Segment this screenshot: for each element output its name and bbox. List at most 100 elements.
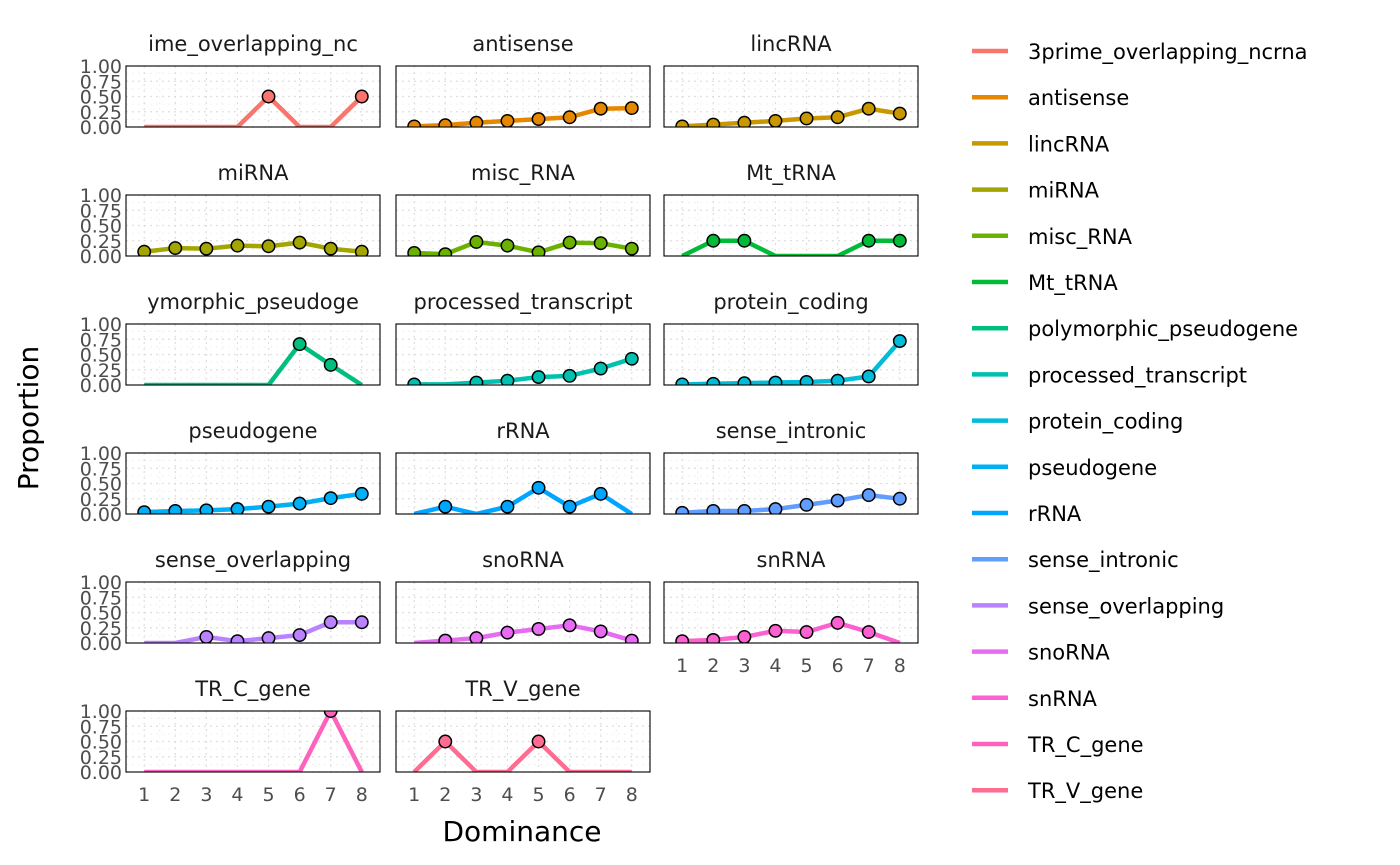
x-tick-label: 2 (439, 784, 451, 806)
y-tick-label: 0.25 (80, 489, 122, 511)
data-point (799, 111, 814, 126)
x-tick-label: 1 (138, 784, 150, 806)
x-tick-label: 5 (262, 784, 274, 806)
data-point (292, 337, 307, 352)
panel-title: rRNA (496, 419, 550, 443)
data-point (830, 493, 845, 508)
y-tick-label: 0.25 (80, 360, 122, 382)
data-point (892, 334, 907, 349)
data-point (500, 113, 515, 127)
panel-rRNA: rRNA (395, 419, 651, 515)
data-point (438, 118, 453, 127)
data-point (624, 101, 639, 116)
series-line-TR_C_gene (144, 711, 364, 772)
data-point (830, 373, 845, 385)
panel-border (125, 65, 381, 128)
panel-border (663, 452, 919, 515)
y-tick-label: 0.00 (80, 117, 122, 139)
y-tick-label: 0.50 (80, 87, 122, 109)
panel-title: processed_transcript (413, 290, 632, 315)
x-axes: 1 2 3 4 5 6 7 8 1 2 3 4 5 6 7 81 2 3 4 5 6 7 8 (138, 655, 906, 806)
panel-title: Mt_tRNA (746, 161, 836, 186)
data-point (500, 625, 515, 640)
data-point (261, 239, 276, 254)
panel-title: lincRNA (750, 32, 832, 56)
panel-title: snRNA (757, 548, 827, 572)
series-line-3prime_overlapping_ncrna (144, 94, 364, 127)
data-point (469, 631, 484, 643)
legend-item-processed_transcript: processed_transcript (972, 363, 1247, 388)
data-point (830, 110, 845, 125)
data-point (323, 615, 338, 630)
panel-title: ime_overlapping_nc (148, 32, 358, 57)
panel-border (395, 452, 651, 515)
legend-label: TR_V_gene (1027, 779, 1143, 804)
panel-title: miRNA (218, 161, 290, 185)
panel-border (395, 710, 651, 773)
data-point (624, 241, 639, 256)
x-axis-title: Dominance (442, 815, 601, 848)
data-point (737, 115, 752, 127)
data-point (861, 233, 876, 248)
gridlines (664, 323, 918, 386)
legend-label: sense_overlapping (1028, 594, 1224, 619)
data-point (199, 629, 214, 643)
panel-3prime_overlapping_ncrna: ime_overlapping_nc 0.000.250.500.751.00 (80, 32, 381, 139)
data-point (323, 357, 338, 372)
data-point (168, 504, 183, 514)
panel-title: sense_overlapping (155, 548, 351, 573)
y-tick-label: 1.00 (80, 443, 122, 465)
gridlines (396, 452, 650, 515)
data-point (706, 504, 721, 514)
panel-sense_intronic: sense_intronic (663, 419, 919, 515)
panel-title: misc_RNA (471, 161, 576, 186)
panel-border (663, 581, 919, 644)
data-point (354, 89, 369, 104)
gridlines (126, 710, 380, 773)
data-point (354, 615, 369, 630)
legend-item-TR_V_gene: TR_V_gene (972, 779, 1143, 804)
y-tick-label: 1.00 (80, 314, 122, 336)
panel-antisense: antisense (395, 32, 651, 128)
data-point (230, 502, 245, 514)
panel-TR_V_gene: TR_V_gene (395, 677, 651, 773)
legend-item-polymorphic_pseudogene: polymorphic_pseudogene (972, 317, 1298, 342)
legend-label: 3prime_overlapping_ncrna (1028, 40, 1308, 65)
x-tick-label: 4 (231, 784, 243, 806)
y-tick-label: 1.00 (80, 572, 122, 594)
data-point (737, 629, 752, 643)
x-tick-label: 5 (532, 784, 544, 806)
legend-label: antisense (1028, 86, 1129, 110)
data-point (675, 634, 690, 643)
y-tick-label: 0.50 (80, 732, 122, 754)
data-point (737, 504, 752, 514)
x-tick-label: 8 (894, 655, 906, 677)
x-tick-label: 6 (294, 784, 306, 806)
gridlines (396, 710, 650, 773)
data-point (624, 633, 639, 643)
data-point (354, 244, 369, 256)
data-point (593, 361, 608, 376)
x-tick-label: 3 (738, 655, 750, 677)
panel-border (125, 452, 381, 515)
data-point (261, 499, 276, 514)
data-point (230, 238, 245, 253)
data-point (199, 241, 214, 256)
panel-polymorphic_pseudogene: ymorphic_pseudoge 0.000.250.500.751.00 (80, 290, 381, 397)
y-tick-label: 0.75 (80, 71, 122, 93)
panel-border (125, 194, 381, 257)
legend-item-TR_C_gene: TR_C_gene (972, 733, 1144, 758)
gridlines (126, 323, 380, 386)
panel-border (395, 194, 651, 257)
panel-pseudogene: pseudogene 0.000.250.500.751.00 (80, 419, 381, 526)
y-tick-label: 0.25 (80, 747, 122, 769)
data-point (830, 615, 845, 630)
data-point (199, 503, 214, 514)
data-point (438, 499, 453, 514)
data-point (861, 488, 876, 503)
data-point (675, 505, 690, 514)
data-point (675, 377, 690, 385)
data-point (407, 246, 422, 256)
data-point (531, 622, 546, 636)
